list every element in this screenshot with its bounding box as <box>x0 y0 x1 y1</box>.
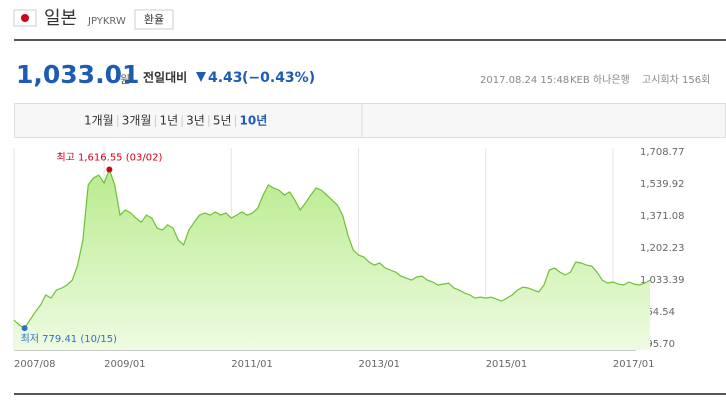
tab[interactable]: 3년 <box>186 114 205 128</box>
x-tick-label: 2013/01 <box>359 359 401 370</box>
price: 1,033.01 <box>16 60 139 89</box>
line <box>13 167 651 329</box>
y-tick-label: 695.70 <box>640 339 675 350</box>
high-marker <box>106 166 113 173</box>
time: 2017.08.24 15:48 <box>480 75 569 86</box>
x-tick-label: 2015/01 <box>486 359 528 370</box>
rate-button[interactable] <box>134 9 174 30</box>
y-tick-label: 1,708.77 <box>640 147 685 158</box>
high-label: 최고 1,616.55 (03/02) <box>56 151 162 163</box>
x-tick-label: 2009/01 <box>104 359 146 370</box>
y-tick-label: 1,371.08 <box>640 211 685 222</box>
tab[interactable]: 3개월 <box>122 114 152 128</box>
tab[interactable]: 1개월 <box>84 114 114 128</box>
tab[interactable]: 10년 <box>240 114 268 128</box>
y-tick-label: 864.54 <box>640 307 675 318</box>
code: JPYKRW <box>87 16 126 27</box>
round: 고시회차 156회 <box>642 74 710 86</box>
tab[interactable]: 1년 <box>159 114 178 128</box>
low-label: 최저 779.41 (10/15) <box>21 333 117 345</box>
x-tick-label: 2011/01 <box>231 359 273 370</box>
title: 일본 <box>44 8 77 29</box>
area <box>14 169 650 350</box>
low-marker <box>21 325 28 332</box>
y-tick-label: 1,202.23 <box>640 243 685 254</box>
rate-button-label[interactable]: 환율 <box>144 13 164 26</box>
x-tick-label: 2007/08 <box>14 359 56 370</box>
down-arrow <box>196 72 206 82</box>
change: 4.43 <box>208 70 243 86</box>
change-pct: (−0.43%) <box>242 70 315 86</box>
change-label: 전일대비 <box>143 70 187 85</box>
bank: KEB 하나은행 <box>570 73 630 86</box>
price-unit: 원 <box>120 73 130 86</box>
y-tick-label: 1,539.92 <box>640 179 685 190</box>
tab[interactable]: 5년 <box>213 114 232 128</box>
x-tick-label: 2017/01 <box>613 359 655 370</box>
y-tick-label: 1,033.39 <box>640 275 685 286</box>
flag-dot <box>21 14 29 22</box>
